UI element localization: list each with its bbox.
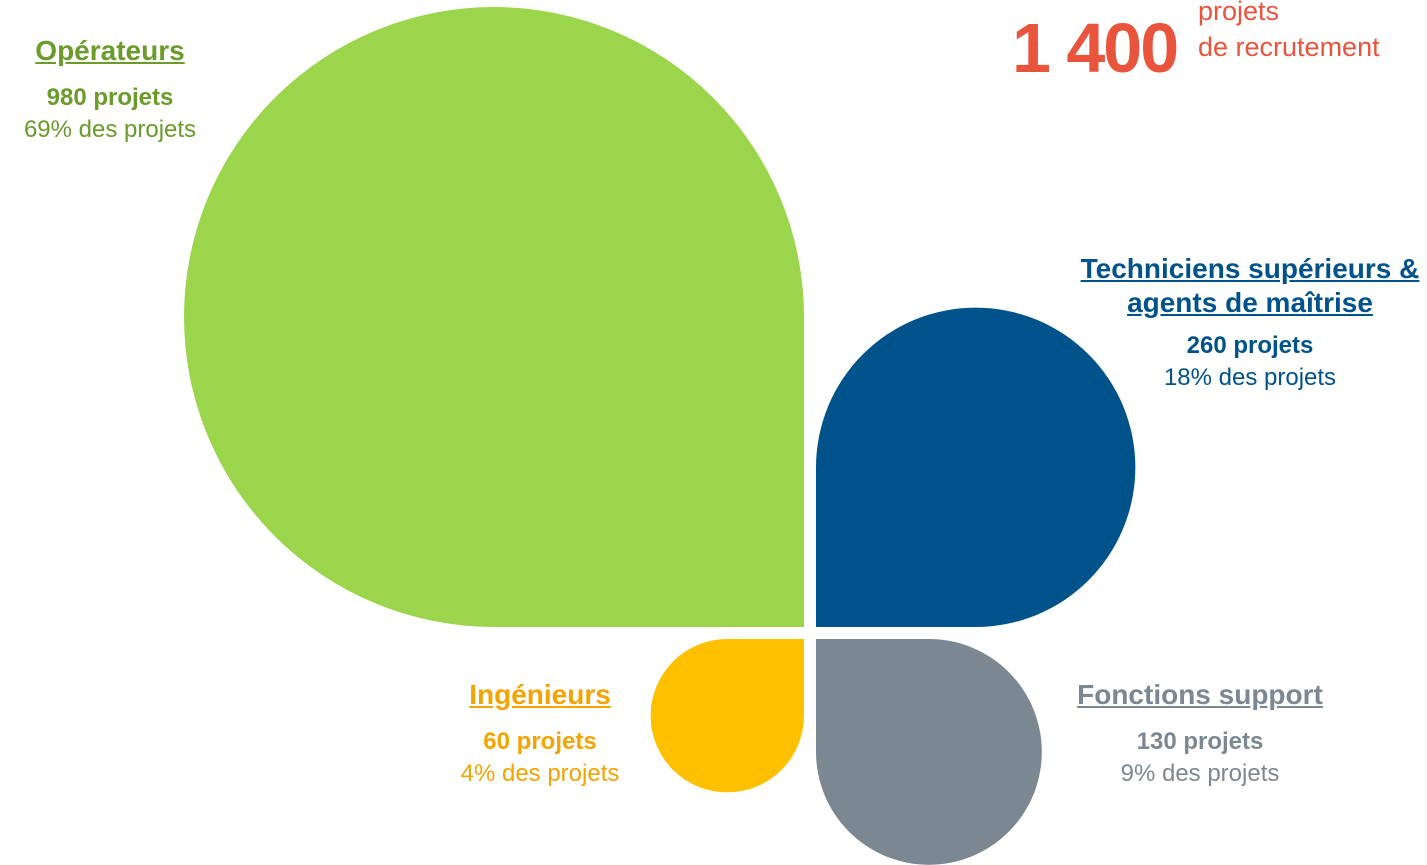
category-label: Fonctions support 130 projets 9% des proje… [1010, 674, 1390, 790]
category-name: Fonctions support [1077, 679, 1323, 710]
total-caption: de recrutement [1198, 32, 1380, 62]
petal [650, 639, 804, 793]
value-label: 60 projets [483, 728, 597, 755]
petal [816, 307, 1136, 627]
category-name: Techniciens supérieurs & agents de maîtr… [1080, 253, 1420, 318]
value-label: 260 projets [1186, 332, 1314, 359]
category-label: Techniciens supérieurs & agents de maîtr… [1060, 252, 1427, 394]
petal [816, 639, 1042, 865]
category-name: Opérateurs [35, 35, 185, 66]
value-label: 130 projets [1136, 728, 1264, 755]
petal [184, 7, 804, 627]
share-label: 69% des projets [23, 116, 197, 143]
total-value: 1 400 [1012, 9, 1179, 87]
share-label: 18% des projets [1163, 364, 1337, 391]
category-name: Ingénieurs [469, 679, 611, 710]
total-caption: projets [1198, 0, 1280, 26]
value-label: 980 projets [46, 84, 174, 111]
category-label: Opérateurs 980 projets 69% des projets [0, 30, 300, 146]
share-label: 9% des projets [1120, 760, 1280, 787]
share-label: 4% des projets [460, 760, 620, 787]
category-label: Ingénieurs 60 projets 4% des projets [350, 674, 730, 790]
